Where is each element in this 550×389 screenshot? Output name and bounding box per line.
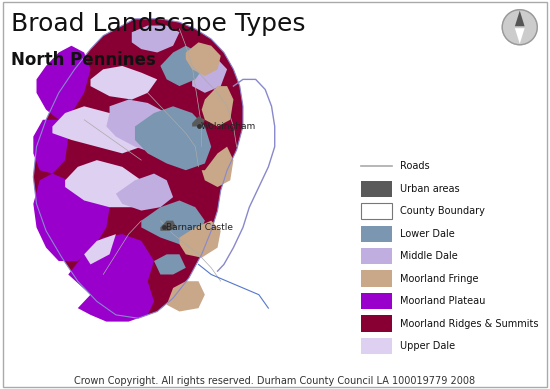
Polygon shape — [161, 221, 176, 231]
Polygon shape — [141, 200, 205, 244]
FancyBboxPatch shape — [361, 293, 392, 309]
Polygon shape — [515, 28, 525, 44]
Text: Moorland Plateau: Moorland Plateau — [400, 296, 485, 306]
Polygon shape — [34, 19, 243, 318]
Polygon shape — [154, 254, 186, 275]
Polygon shape — [192, 116, 205, 126]
FancyBboxPatch shape — [361, 338, 392, 354]
Text: Moorland Ridges & Summits: Moorland Ridges & Summits — [400, 319, 538, 329]
Text: North Pennines: North Pennines — [11, 51, 156, 68]
Polygon shape — [106, 100, 186, 153]
Circle shape — [502, 10, 537, 45]
Polygon shape — [34, 120, 68, 173]
FancyBboxPatch shape — [361, 315, 392, 332]
Polygon shape — [132, 26, 179, 53]
Polygon shape — [84, 234, 116, 265]
Text: Moorland Fringe: Moorland Fringe — [400, 273, 478, 284]
Text: County Boundary: County Boundary — [400, 206, 485, 216]
FancyBboxPatch shape — [361, 248, 392, 264]
Text: Broad Landscape Types: Broad Landscape Types — [11, 12, 305, 36]
FancyBboxPatch shape — [361, 203, 392, 219]
Polygon shape — [78, 275, 154, 322]
Polygon shape — [65, 160, 147, 207]
Polygon shape — [186, 42, 221, 76]
FancyBboxPatch shape — [361, 180, 392, 197]
FancyBboxPatch shape — [361, 226, 392, 242]
Text: Crown Copyright. All rights reserved. Durham County Council LA 100019779 2008: Crown Copyright. All rights reserved. Du… — [74, 376, 476, 386]
Polygon shape — [202, 86, 233, 126]
Polygon shape — [135, 106, 211, 170]
Polygon shape — [52, 106, 147, 153]
Polygon shape — [91, 66, 157, 100]
Text: Wolsingham: Wolsingham — [201, 122, 256, 131]
Text: Lower Dale: Lower Dale — [400, 229, 455, 239]
Polygon shape — [36, 46, 91, 120]
Polygon shape — [192, 59, 227, 93]
Polygon shape — [68, 234, 154, 301]
Text: Upper Dale: Upper Dale — [400, 341, 455, 351]
Text: Barnard Castle: Barnard Castle — [166, 223, 233, 232]
Polygon shape — [116, 173, 173, 210]
Text: Middle Dale: Middle Dale — [400, 251, 458, 261]
Text: Roads: Roads — [400, 161, 430, 171]
Polygon shape — [34, 173, 109, 261]
Polygon shape — [515, 11, 525, 26]
Polygon shape — [167, 281, 205, 312]
Polygon shape — [179, 221, 221, 258]
FancyBboxPatch shape — [361, 270, 392, 287]
Polygon shape — [161, 46, 205, 86]
Polygon shape — [202, 147, 233, 187]
Text: Urban areas: Urban areas — [400, 184, 459, 194]
